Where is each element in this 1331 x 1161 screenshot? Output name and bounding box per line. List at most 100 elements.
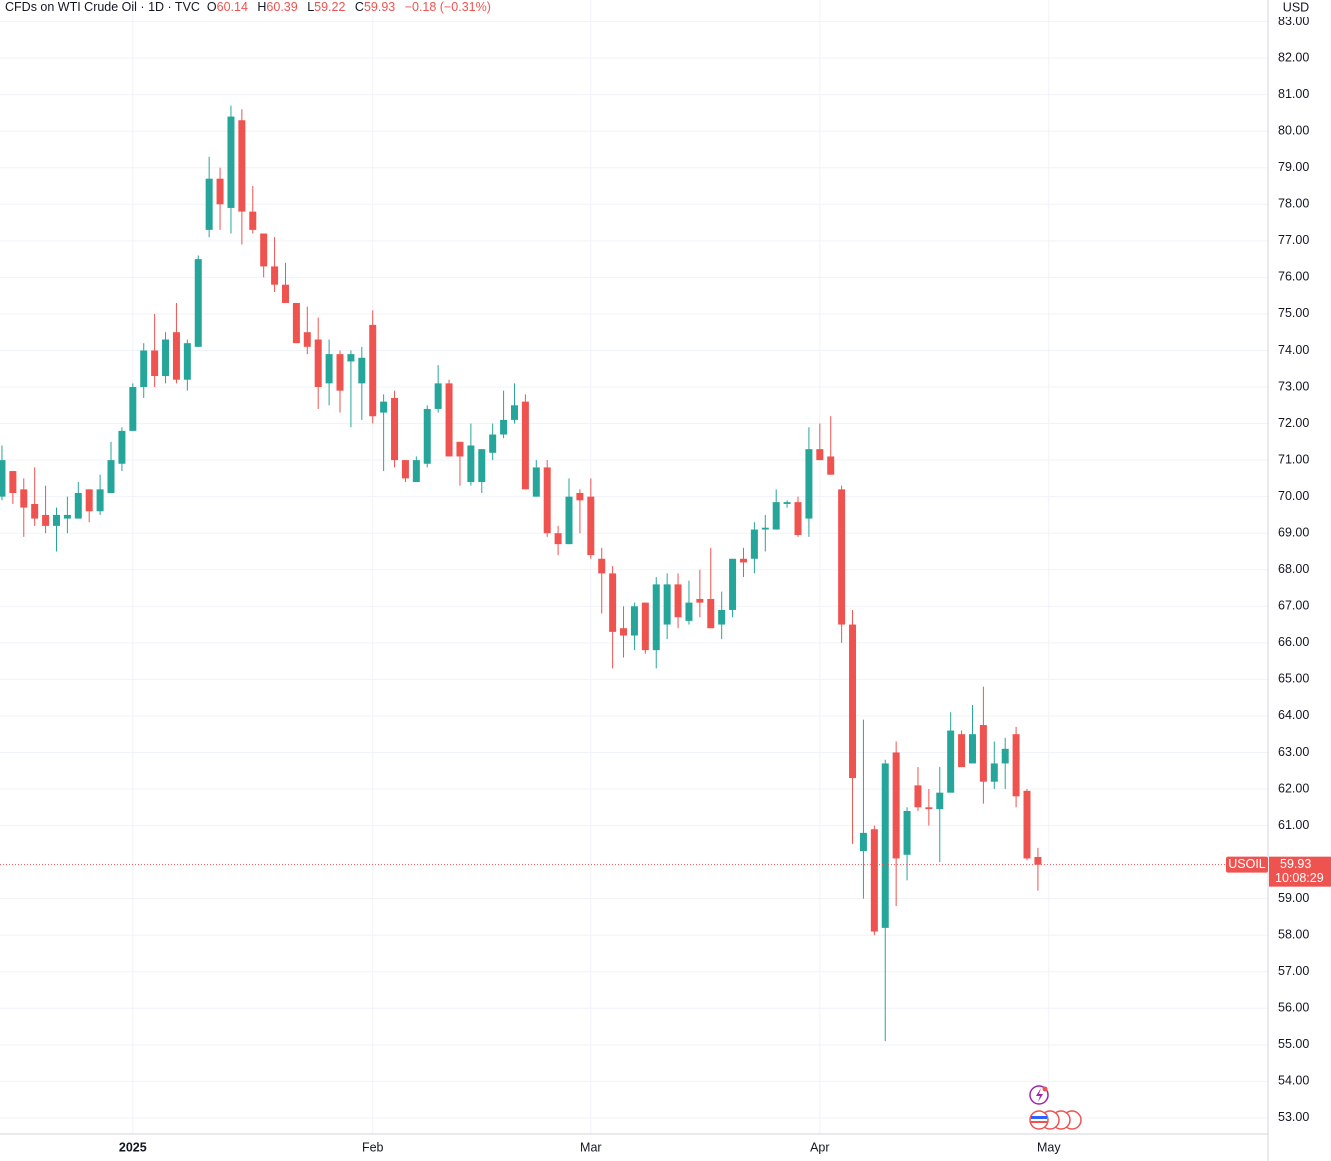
candle-body (434, 383, 442, 409)
candle-body (870, 829, 878, 932)
candle-body (216, 178, 224, 205)
candle-body (9, 471, 17, 493)
candle-body (303, 332, 311, 347)
candle-body (554, 533, 562, 545)
candle-body (598, 558, 606, 574)
x-tick-label: Mar (580, 1140, 602, 1154)
candle-body (52, 514, 60, 526)
candle-body (707, 598, 715, 629)
candle-body (576, 492, 584, 501)
y-tick-label: 69.00 (1278, 525, 1309, 539)
candle-body (696, 598, 704, 603)
candle-body (292, 302, 300, 344)
candle-body (369, 324, 377, 417)
candle-body (914, 785, 922, 808)
candle-body (271, 266, 279, 285)
candle-body (140, 350, 148, 388)
candle-body (543, 467, 551, 534)
candle-body (412, 460, 420, 483)
candle-body (42, 514, 50, 526)
y-tick-label: 59.00 (1278, 891, 1309, 905)
price-tag (1269, 856, 1331, 887)
low-value: 59.22 (314, 0, 346, 14)
symbol-label: USOIL (1228, 857, 1266, 871)
candle-body (587, 496, 595, 556)
candle-body (663, 584, 671, 625)
y-tick-label: 76.00 (1278, 270, 1309, 284)
candle-body (761, 527, 769, 530)
grid (0, 0, 1268, 1134)
candle-body (816, 449, 824, 461)
y-tick-label: 82.00 (1278, 50, 1309, 64)
y-tick-label: 70.00 (1278, 489, 1309, 503)
y-tick-label: 71.00 (1278, 452, 1309, 466)
candle-body (151, 350, 159, 377)
candle-body (827, 456, 835, 475)
candle-body (641, 602, 649, 651)
y-tick-label: 57.00 (1278, 964, 1309, 978)
candle-body (467, 445, 475, 483)
candle-body (685, 602, 693, 621)
y-tick-label: 64.00 (1278, 708, 1309, 722)
candle-body (423, 408, 431, 464)
open-value: 60.14 (216, 0, 248, 14)
candle-body (20, 489, 28, 508)
event-icons (1029, 1085, 1082, 1130)
candle-body (510, 405, 518, 420)
candle-body (281, 284, 289, 303)
y-tick-label: 81.00 (1278, 87, 1309, 101)
candle-body (783, 502, 791, 504)
candle-body (936, 792, 944, 810)
candle-body (1023, 790, 1031, 859)
candle-body (1034, 856, 1042, 865)
symbol-tag (1226, 856, 1268, 873)
candle-body (990, 763, 998, 782)
high-value: 60.39 (266, 0, 298, 14)
candle-body (489, 434, 497, 453)
y-tick-label: 65.00 (1278, 672, 1309, 686)
candle-body (1012, 734, 1020, 797)
candle-body (805, 449, 813, 519)
candle-body (118, 430, 126, 464)
candle-body (750, 529, 758, 559)
candle-body (849, 624, 857, 779)
candle-body (456, 441, 464, 457)
ohlc-label: O (206, 0, 217, 14)
close-value: 59.93 (363, 0, 396, 14)
ohlc-label: L (307, 0, 315, 14)
candle-body (478, 449, 486, 483)
candle-body (227, 116, 235, 208)
y-tick-label: 73.00 (1278, 379, 1309, 393)
candle-body (96, 489, 104, 512)
candle-body (859, 832, 867, 852)
candle-body (925, 807, 933, 810)
candle-body (968, 734, 976, 764)
legend-header: CFDs on WTI Crude Oil · 1D · TVC O60.14 … (2, 0, 500, 14)
candle-body (74, 492, 82, 519)
candle-body (85, 489, 93, 512)
currency-box (1269, 0, 1331, 17)
candle-body (445, 383, 453, 457)
candle-body (838, 489, 846, 625)
candle-body (401, 460, 409, 479)
candle-body (358, 357, 366, 384)
y-tick-label: 61.00 (1278, 818, 1309, 832)
candle-body (903, 810, 911, 855)
candle-body (31, 503, 39, 519)
y-tick-label: 55.00 (1278, 1037, 1309, 1051)
x-tick-label: Apr (810, 1140, 829, 1154)
candle-body (194, 259, 202, 347)
candle-body (183, 343, 191, 380)
candle-body (172, 332, 180, 380)
x-tick-label: May (1037, 1140, 1061, 1154)
y-tick-label: 83.00 (1278, 14, 1309, 28)
candle-body (325, 354, 333, 384)
x-tick-label: 2025 (119, 1140, 147, 1154)
candle-body (794, 502, 802, 536)
candle-body (380, 401, 388, 413)
y-tick-label: 79.00 (1278, 160, 1309, 174)
candle-body (630, 606, 638, 636)
y-tick-label: 54.00 (1278, 1074, 1309, 1088)
candle-body (391, 397, 399, 461)
